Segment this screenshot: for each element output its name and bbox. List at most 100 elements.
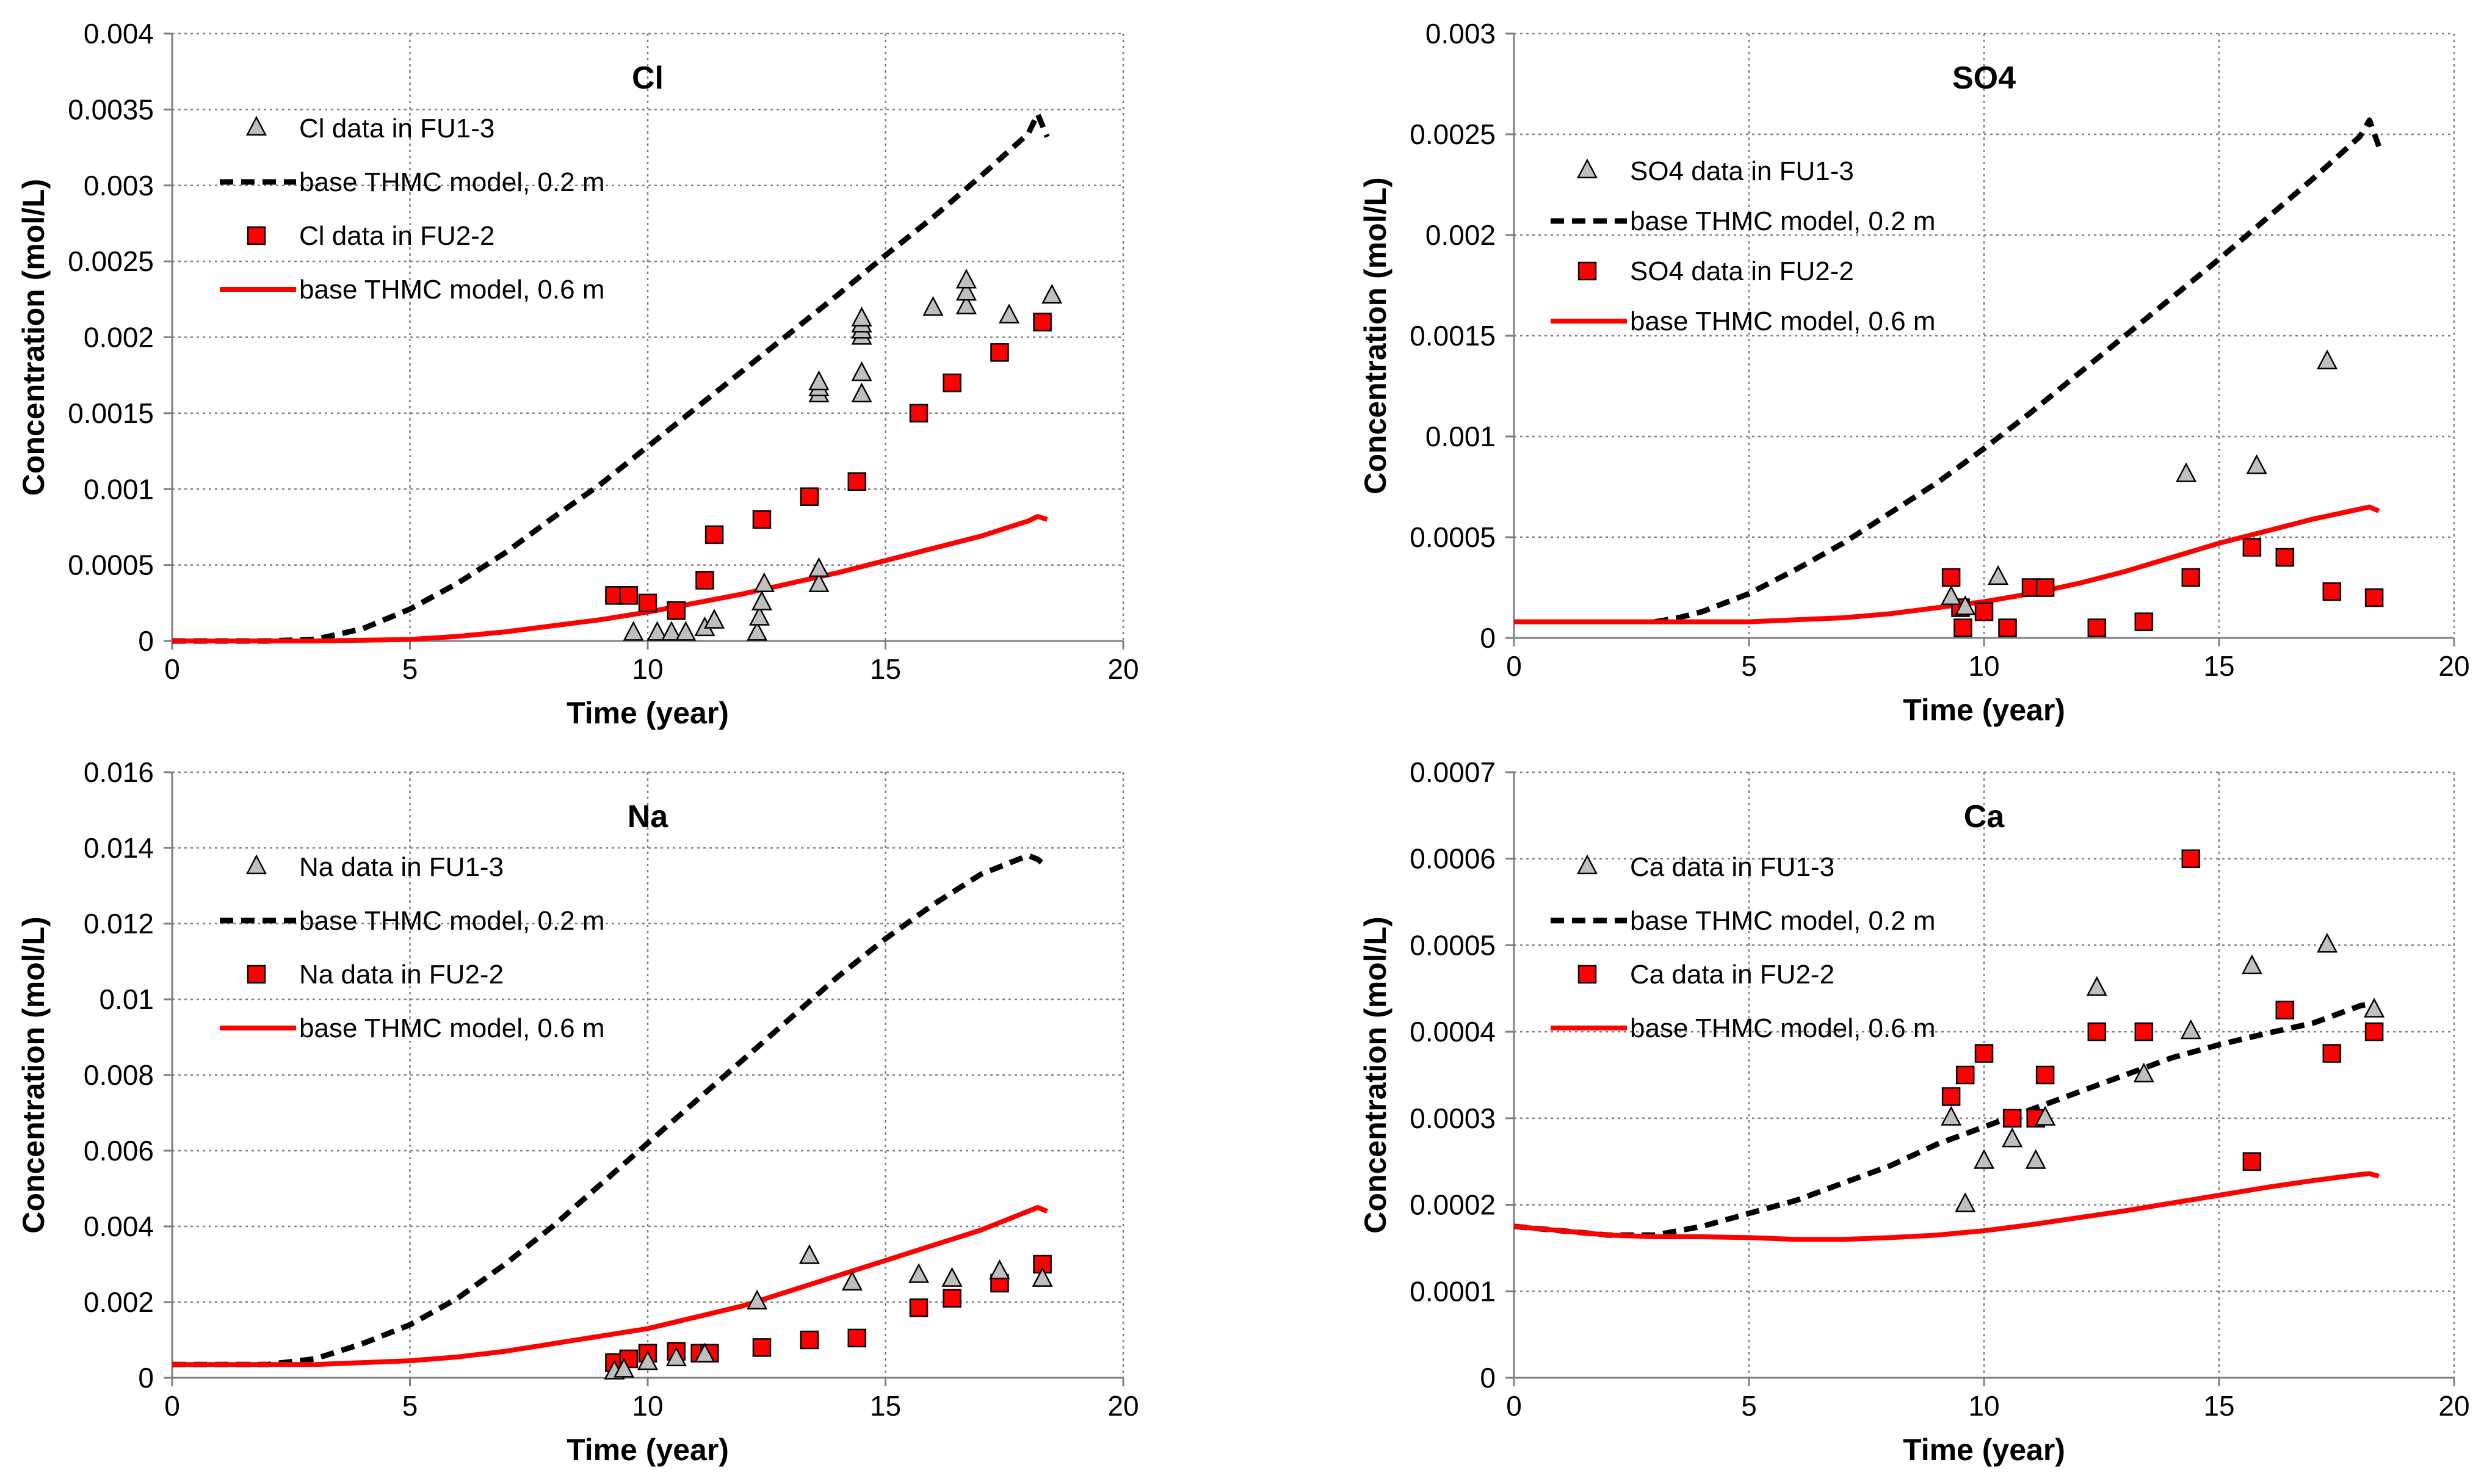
y-tick-label: 0.014 [84,832,154,864]
data-point-fu2-2 [619,586,639,605]
x-tick-label: 5 [1741,650,1757,682]
data-point-fu1-3 [851,382,872,403]
data-point-fu2-2 [909,404,929,423]
data-point-fu1-3 [747,621,768,641]
data-point-fu2-2 [2181,849,2201,868]
data-point-fu1-3 [2133,1062,2154,1083]
data-point-fu2-2 [2364,1022,2384,1041]
x-axis-title: Time (year) [1903,693,2065,727]
legend-label: base THMC model, 0.2 m [299,906,604,936]
legend: SO4 data in FU1-3 base THMC model, 0.2 m S… [1551,156,1935,336]
data-point-fu1-3 [646,621,668,641]
data-point-fu2-2 [847,1328,867,1348]
data-point-fu1-3 [851,306,872,327]
data-point-fu2-2 [1954,618,1972,637]
data-point-fu2-2 [943,1289,961,1308]
chart-panel-so4: 0 5 10 15 20 0 0.0005 0.001 0.0015 0.002 0.0025 0.0… [1358,18,2470,727]
data-point-fu1-3 [2035,1106,2056,1126]
data-point-fu2-2 [1941,1087,1961,1106]
data-point-fu1-3 [661,621,683,641]
legend-label: SO4 data in FU1-3 [1630,156,1854,186]
y-tick-label: 0 [138,625,154,657]
y-tick-label: 0.0015 [1410,320,1496,352]
legend-symbol-triangle [1576,854,1598,875]
y-tick-label: 0.0007 [1410,756,1496,788]
data-point-fu1-3 [908,1263,930,1283]
series-line-model-0-6m [1513,1171,2380,1242]
series-line-model-0-2m [1513,1001,2381,1238]
y-axis-title: Concentration (mol/L) [1358,916,1392,1233]
x-axis-title: Time (year) [567,1433,729,1467]
legend-symbol-square [247,965,266,984]
data-point-fu1-3 [751,590,773,610]
data-point-fu2-2 [2181,568,2201,587]
data-point-fu2-2 [704,525,724,545]
chart-title: SO4 [1952,60,2016,96]
legend-label: Ca data in FU1-3 [1630,852,1834,882]
data-point-fu2-2 [2087,618,2107,637]
y-tick-label: 0.0025 [68,245,154,277]
data-point-fu1-3 [1941,585,1962,606]
data-point-fu2-2 [2035,578,2055,597]
y-tick-label: 0.0015 [68,397,154,429]
data-point-fu2-2 [2275,548,2295,567]
data-point-fu1-3 [808,370,830,391]
x-tick-label: 5 [1741,1390,1757,1422]
legend-label: base THMC model, 0.6 m [299,275,604,305]
data-point-fu1-3 [798,1244,820,1264]
legend-label: Cl data in FU2-2 [299,221,494,251]
legend-label: base THMC model, 0.6 m [1630,1013,1935,1043]
data-point-fu1-3 [2241,954,2262,974]
data-point-fu1-3 [955,281,977,301]
data-point-fu1-3 [665,1346,687,1367]
y-tick-label: 0.0005 [68,549,154,581]
data-point-fu2-2 [1998,618,2017,637]
data-point-fu2-2 [800,487,819,506]
x-tick-label: 15 [870,1390,901,1422]
data-point-fu2-2 [847,472,867,491]
x-tick-label: 20 [2438,1390,2469,1422]
data-point-fu2-2 [638,593,657,613]
data-point-fu1-3 [808,557,830,577]
data-point-fu2-2 [667,601,686,620]
data-point-fu1-3 [1955,1192,1976,1212]
data-point-fu2-2 [943,373,961,393]
data-point-fu1-3 [1941,1106,1962,1126]
data-point-fu2-2 [2035,1065,2055,1085]
y-tick-label: 0.0001 [1410,1275,1496,1307]
y-tick-label: 0 [1480,622,1496,654]
data-point-fu2-2 [1941,568,1961,587]
legend-label: Na data in FU1-3 [299,852,504,882]
y-axis-title: Concentration (mol/L) [1358,177,1392,494]
x-tick-label: 0 [164,1390,180,1422]
legend-label: base THMC model, 0.2 m [1630,906,1935,936]
data-point-fu2-2 [2087,1022,2107,1041]
x-tick-label: 20 [2438,650,2469,682]
x-tick-label: 5 [402,653,418,685]
y-tick-label: 0.008 [84,1059,154,1091]
y-tick-label: 0.002 [1425,219,1496,251]
data-point-fu2-2 [2275,1001,2295,1019]
data-point-fu2-2 [909,1298,929,1317]
data-point-fu1-3 [808,572,830,593]
legend-symbol-square [1577,261,1597,281]
y-tick-label: 0.002 [84,322,154,353]
y-tick-label: 0.0005 [1410,521,1496,553]
data-point-fu1-3 [1955,595,1976,615]
data-point-fu1-3 [747,1289,768,1310]
legend-label: base THMC model, 0.6 m [1630,306,1935,336]
legend-label: Cl data in FU1-3 [299,114,494,143]
legend-symbol-square [247,226,266,245]
data-point-fu1-3 [703,609,725,629]
data-point-fu1-3 [2176,462,2197,482]
series-line-model-0-6m [1514,504,2380,624]
x-axis-title: Time (year) [1903,1433,2065,1467]
data-point-fu1-3 [955,269,977,289]
y-tick-label: 0.0003 [1410,1102,1496,1134]
chart-panel-cl: 0 5 10 15 20 0 0.0005 0.001 0.0015 0.002 0.0025 0.0… [16,18,1139,730]
series-line-model-0-2m [172,852,1049,1367]
data-point-fu1-3 [941,1267,963,1287]
data-point-fu2-2 [752,1338,772,1357]
series-line-model-0-2m [172,111,1050,644]
